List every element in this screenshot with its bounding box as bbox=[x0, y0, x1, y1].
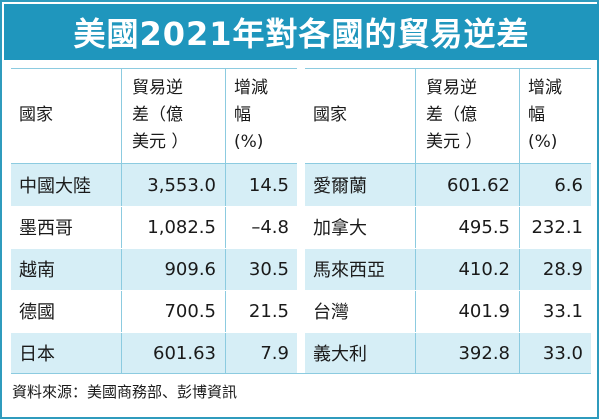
table-rule bbox=[305, 68, 591, 69]
cell-change: 33.0 bbox=[519, 332, 591, 374]
table-row: 墨西哥 1,082.5 –4.8 bbox=[11, 206, 297, 248]
row-separator bbox=[305, 206, 591, 207]
table-left-half: 國家 貿易逆差（億美元 ） 增減幅 (%) 中國大陸 3,553.0 14.5 墨西哥 1,08… bbox=[11, 68, 297, 374]
table-right-half: 國家 貿易逆差（億美元 ） 增減幅 (%) 愛爾蘭 601.62 6.6 加拿大 495.5 23… bbox=[305, 68, 591, 374]
cell-country: 加拿大 bbox=[313, 218, 367, 239]
row-separator bbox=[11, 248, 297, 249]
header-deficit-line: 貿易逆 bbox=[132, 78, 183, 98]
header-country: 國家 bbox=[19, 105, 53, 125]
page-title: 美國2021年對各國的貿易逆差 bbox=[73, 15, 530, 53]
cell-change: 21.5 bbox=[225, 290, 297, 332]
header-change-line: 幅 bbox=[528, 105, 545, 125]
title-bar: 美國2021年對各國的貿易逆差 bbox=[4, 4, 599, 60]
cell-change: 33.1 bbox=[519, 290, 591, 332]
table-rule bbox=[305, 163, 591, 164]
row-separator bbox=[305, 332, 591, 333]
table-rule bbox=[11, 163, 297, 164]
cell-deficit: 1,082.5 bbox=[121, 206, 225, 248]
table-row: 加拿大 495.5 232.1 bbox=[305, 206, 591, 248]
header-change-line: (%) bbox=[234, 132, 264, 152]
center-gap bbox=[297, 68, 305, 373]
table-row: 台灣 401.9 33.1 bbox=[305, 290, 591, 332]
table-header-row: 國家 貿易逆差（億美元 ） 增減幅 (%) bbox=[11, 68, 297, 163]
cell-change: 30.5 bbox=[225, 248, 297, 290]
header-change: 增減幅 (%) bbox=[225, 68, 297, 163]
row-separator bbox=[11, 206, 297, 207]
header-deficit-line: 差（億 bbox=[426, 105, 477, 125]
table-row: 德國 700.5 21.5 bbox=[11, 290, 297, 332]
cell-country: 中國大陸 bbox=[19, 176, 91, 197]
cell-country: 德國 bbox=[19, 302, 55, 323]
cell-deficit: 700.5 bbox=[121, 290, 225, 332]
header-deficit: 貿易逆差（億美元 ） bbox=[121, 68, 225, 163]
cell-change: –4.8 bbox=[225, 206, 297, 248]
cell-country: 台灣 bbox=[313, 302, 349, 323]
cell-change: 7.9 bbox=[225, 332, 297, 374]
header-deficit-line: 美元 ） bbox=[426, 132, 483, 152]
table-header-row: 國家 貿易逆差（億美元 ） 增減幅 (%) bbox=[305, 68, 591, 163]
cell-deficit: 601.62 bbox=[415, 164, 519, 206]
cell-country: 墨西哥 bbox=[19, 218, 73, 239]
header-country: 國家 bbox=[313, 105, 347, 125]
cell-deficit: 495.5 bbox=[415, 206, 519, 248]
table-rule bbox=[11, 68, 297, 69]
row-separator bbox=[305, 248, 591, 249]
cell-deficit: 601.63 bbox=[121, 332, 225, 374]
cell-country: 越南 bbox=[19, 260, 55, 281]
table-row: 中國大陸 3,553.0 14.5 bbox=[11, 164, 297, 206]
table-row: 日本 601.63 7.9 bbox=[11, 332, 297, 374]
cell-deficit: 410.2 bbox=[415, 248, 519, 290]
cell-country: 義大利 bbox=[313, 344, 367, 365]
row-separator bbox=[11, 290, 297, 291]
header-change: 增減幅 (%) bbox=[519, 68, 591, 163]
cell-deficit: 401.9 bbox=[415, 290, 519, 332]
row-separator bbox=[11, 332, 297, 333]
table-bottom-rule bbox=[11, 373, 591, 374]
deficit-table: 國家 貿易逆差（億美元 ） 增減幅 (%) 中國大陸 3,553.0 14.5 墨西哥 1,08… bbox=[11, 68, 591, 374]
table-row: 義大利 392.8 33.0 bbox=[305, 332, 591, 374]
cell-deficit: 392.8 bbox=[415, 332, 519, 374]
row-separator bbox=[305, 290, 591, 291]
cell-deficit: 3,553.0 bbox=[121, 164, 225, 206]
header-deficit-line: 美元 ） bbox=[132, 132, 189, 152]
header-deficit-line: 貿易逆 bbox=[426, 78, 477, 98]
cell-deficit: 909.6 bbox=[121, 248, 225, 290]
table-row: 愛爾蘭 601.62 6.6 bbox=[305, 164, 591, 206]
cell-country: 馬來西亞 bbox=[313, 260, 385, 281]
table-row: 越南 909.6 30.5 bbox=[11, 248, 297, 290]
table-row: 馬來西亞 410.2 28.9 bbox=[305, 248, 591, 290]
header-change-line: 增減 bbox=[528, 78, 562, 98]
cell-change: 28.9 bbox=[519, 248, 591, 290]
header-change-line: (%) bbox=[528, 132, 558, 152]
header-deficit: 貿易逆差（億美元 ） bbox=[415, 68, 519, 163]
source-note: 資料來源：美國商務部、彭博資訊 bbox=[12, 383, 238, 401]
header-change-line: 幅 bbox=[234, 105, 251, 125]
cell-change: 6.6 bbox=[519, 164, 591, 206]
cell-country: 日本 bbox=[19, 344, 55, 365]
cell-change: 14.5 bbox=[225, 164, 297, 206]
cell-country: 愛爾蘭 bbox=[313, 176, 367, 197]
header-deficit-line: 差（億 bbox=[132, 105, 183, 125]
header-change-line: 增減 bbox=[234, 78, 268, 98]
cell-change: 232.1 bbox=[519, 206, 591, 248]
